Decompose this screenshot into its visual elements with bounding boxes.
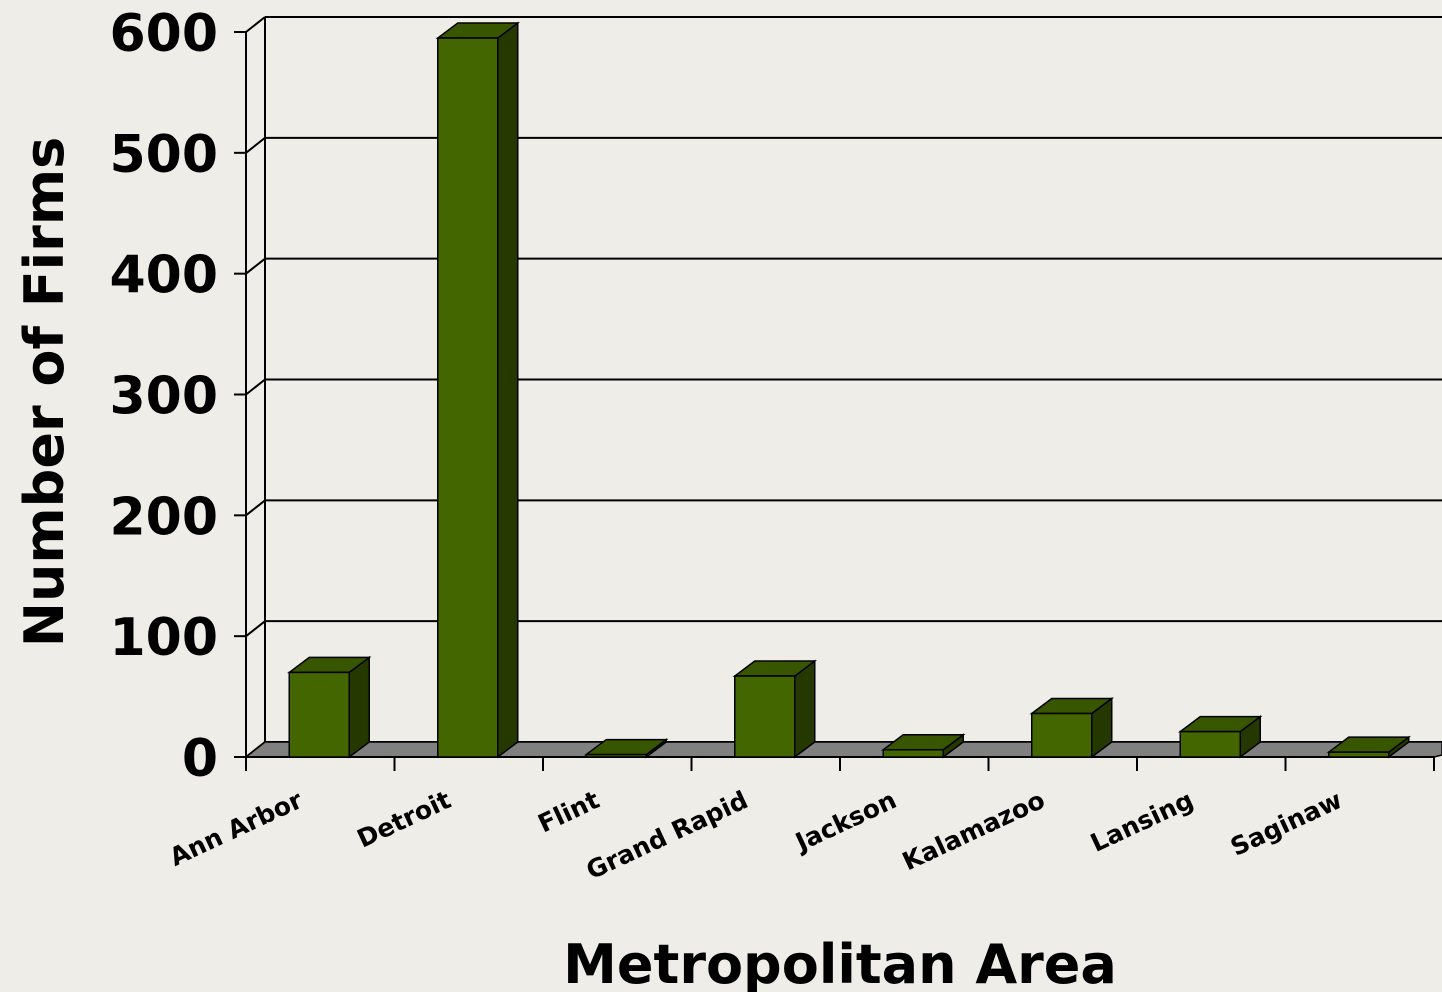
bar-front (882, 749, 944, 758)
gridline-connector (245, 378, 266, 396)
floor-plane (243, 741, 1442, 758)
bar (1029, 697, 1114, 759)
y-tick-label: 300 (109, 367, 218, 427)
x-tick-label: Flint (534, 785, 604, 838)
bar (732, 659, 817, 759)
y-axis-title: Number of Firms (13, 137, 76, 647)
y-tick-label: 0 (182, 729, 218, 789)
bar (1326, 735, 1411, 759)
bar-side (348, 655, 370, 759)
bar (881, 733, 966, 759)
y-tick-label: 400 (109, 246, 218, 306)
y-tick-label: 200 (109, 487, 218, 547)
bar-side (497, 21, 519, 759)
x-tick-label: Kalamazoo (898, 785, 1049, 876)
bar (1178, 715, 1263, 759)
x-axis-title: Metropolitan Area (563, 933, 1117, 992)
bar-side (794, 659, 816, 759)
bar-front (585, 753, 647, 758)
x-tick-label: Lansing (1086, 785, 1198, 858)
bar-front (288, 671, 350, 758)
x-tick-label: Detroit (353, 785, 456, 853)
bar-front (1031, 712, 1093, 758)
bar-front (437, 37, 499, 758)
y-tick-label: 500 (109, 125, 218, 185)
gridline-connector (245, 16, 266, 33)
x-tick-label: Grand Rapid (582, 785, 753, 885)
x-tick-label: Ann Arbor (165, 785, 307, 872)
gridline-connector (245, 620, 266, 637)
bar (287, 655, 372, 759)
y-tick-labels: 0 100 200 300 400 500 600 (109, 4, 218, 789)
gridline-connector (245, 499, 266, 517)
bar (584, 738, 669, 759)
bar-front (1328, 751, 1390, 758)
bars (287, 21, 1411, 759)
gridline-connector (245, 257, 266, 275)
x-tick-label: Jackson (789, 785, 900, 858)
axes (234, 17, 1435, 771)
y-tick-label: 600 (109, 4, 218, 64)
chart-floor (243, 741, 1442, 758)
y-tick-label: 100 (109, 608, 218, 668)
gridline-connector (245, 137, 266, 154)
bar (435, 21, 520, 759)
gridlines (245, 16, 1442, 758)
x-tick-label: Saginaw (1226, 785, 1346, 862)
bar-front (734, 675, 796, 758)
bar-front (1179, 730, 1241, 758)
